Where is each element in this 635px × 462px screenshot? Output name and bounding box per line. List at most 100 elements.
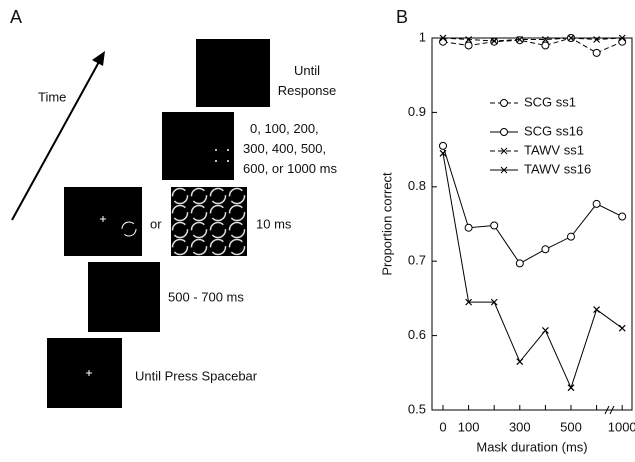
y-tick-label: 1: [419, 29, 426, 44]
x-tick-label: 0: [439, 419, 446, 434]
x-tick-label: 100: [458, 419, 480, 434]
mask-circle: [209, 238, 227, 256]
point: [541, 326, 549, 334]
step-text: Until Response: [278, 63, 337, 98]
mask-circle: [171, 187, 189, 205]
time-label: Time: [38, 89, 66, 104]
point-stroke: [541, 326, 549, 334]
point: [593, 306, 601, 313]
point-stroke: [439, 149, 447, 157]
series: TAWV ss16: [439, 149, 626, 392]
legend-symbol: [500, 147, 508, 155]
point: [465, 36, 473, 43]
legend-marker: [500, 128, 508, 136]
point-stroke: [593, 306, 601, 313]
point-stroke: [465, 298, 473, 306]
mask-circle: [190, 187, 208, 205]
point: [464, 223, 473, 232]
series: SCG ss16: [439, 123, 627, 268]
legend-label: TAWV ss1: [524, 142, 584, 157]
point: [439, 37, 447, 46]
point: [567, 34, 575, 42]
legend-label: SCG ss16: [524, 123, 583, 138]
point: [618, 34, 626, 42]
point: [593, 36, 601, 43]
point: [541, 41, 550, 50]
legend-symbol: [500, 166, 508, 174]
legend-marker: [500, 147, 508, 155]
mask-circle: [209, 221, 227, 239]
panel-label: A: [10, 7, 22, 27]
point: [567, 232, 575, 241]
point: [618, 212, 627, 221]
screen: [162, 112, 234, 180]
step-text: 0, 100, 200, 300, 400, 500, 600, or 1000 m…: [243, 121, 337, 176]
time-arrow: [11, 59, 101, 221]
mask-circle: [228, 238, 246, 256]
point: [567, 384, 575, 392]
fixation: [86, 370, 92, 376]
point: [465, 298, 473, 306]
legend-label: TAWV ss16: [524, 161, 591, 176]
series: SCG ss1: [439, 34, 627, 109]
y-tick-label: 0.9: [408, 104, 426, 119]
y-axis-label: Proportion correct: [379, 172, 394, 276]
x-tick-label: 500: [560, 419, 582, 434]
series-line: [442, 153, 623, 390]
point: [490, 221, 499, 230]
y-tick-label: 0.6: [408, 327, 426, 342]
point-stroke: [516, 358, 524, 366]
mask-circle: [228, 204, 246, 222]
mask: [171, 187, 246, 256]
mask-circle: [209, 187, 227, 205]
point: [516, 36, 524, 43]
dots: [215, 149, 229, 162]
point: [516, 358, 524, 366]
point: [592, 48, 601, 57]
point: [464, 41, 473, 50]
point: [515, 259, 524, 268]
mask-circle: [209, 204, 227, 222]
point: [592, 199, 601, 208]
point: [618, 37, 627, 46]
point: [541, 36, 549, 43]
mask-circle: [171, 238, 189, 256]
step-text: 10 ms: [256, 216, 292, 231]
legend-symbol: [500, 99, 508, 107]
point-stroke: [490, 37, 498, 45]
point-stroke: [593, 36, 601, 43]
x-tick-label: 1000: [608, 419, 635, 434]
series: TAWV ss1: [439, 34, 626, 157]
mask-circle: [190, 204, 208, 222]
point: [439, 141, 447, 150]
mask-circle: [171, 221, 189, 239]
plot-frame: [431, 37, 633, 411]
legend-marker: [500, 166, 508, 174]
legend-marker: [500, 99, 508, 107]
panel-label: B: [396, 7, 408, 27]
step-text: 500 - 700 ms: [168, 289, 244, 304]
cue: [100, 216, 137, 237]
screen: [88, 262, 160, 332]
axis-break: [604, 405, 615, 415]
point-stroke: [618, 34, 626, 42]
y-tick-label: 0.8: [408, 178, 426, 193]
point-stroke: [567, 34, 575, 42]
point-stroke: [439, 34, 447, 42]
x-axis-label: Mask duration (ms): [476, 439, 587, 454]
point: [490, 37, 498, 45]
point: [439, 149, 447, 157]
mask-screen: [171, 187, 247, 256]
screen: [47, 338, 122, 408]
mask-circle: [190, 221, 208, 239]
point: [541, 245, 550, 254]
point-stroke: [618, 324, 626, 332]
or: or: [150, 216, 162, 231]
legend-symbol: [500, 128, 508, 136]
point: [439, 34, 447, 42]
mask-circle: [190, 238, 208, 256]
point: [618, 324, 626, 332]
mask-circle: [171, 204, 189, 222]
point-stroke: [490, 298, 498, 306]
